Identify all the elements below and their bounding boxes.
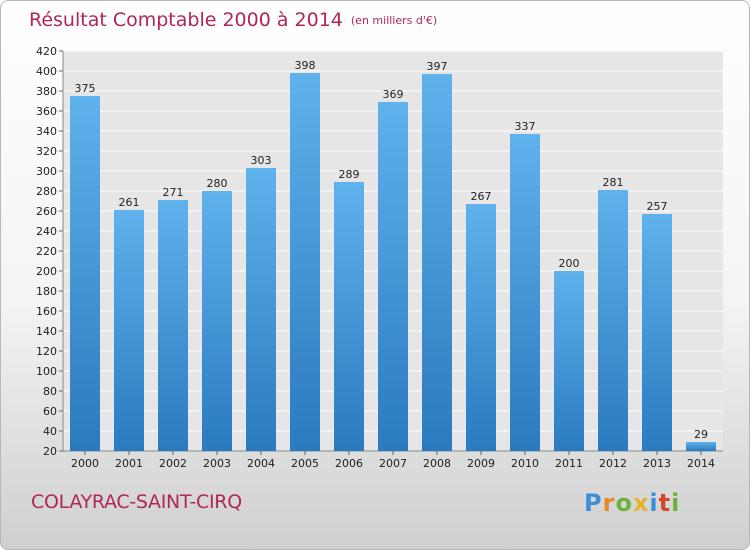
- y-tick-label: 200: [36, 265, 57, 278]
- y-tick-label: 100: [36, 365, 57, 378]
- data-label-2013: 257: [647, 200, 668, 213]
- proxiti-logo[interactable]: Proxiti: [584, 489, 680, 517]
- data-label-2008: 397: [427, 60, 448, 73]
- x-tick-label-2007: 2007: [379, 457, 407, 470]
- data-label-2000: 375: [75, 82, 96, 95]
- y-tick-label: 360: [36, 105, 57, 118]
- y-tick-label: 220: [36, 245, 57, 258]
- data-label-2001: 261: [119, 196, 140, 209]
- x-tick-label-2012: 2012: [599, 457, 627, 470]
- y-tick-label: 240: [36, 225, 57, 238]
- data-label-2002: 271: [163, 186, 184, 199]
- y-tick-label: 80: [43, 385, 57, 398]
- y-tick-label: 300: [36, 165, 57, 178]
- logo-letter: i: [671, 489, 681, 517]
- data-label-2007: 369: [383, 88, 404, 101]
- y-tick-label: 60: [43, 405, 57, 418]
- y-tick-label: 160: [36, 305, 57, 318]
- bar-2006[interactable]: [334, 182, 364, 451]
- logo-letter: o: [615, 489, 633, 517]
- x-tick-label-2011: 2011: [555, 457, 583, 470]
- bar-2011[interactable]: [554, 271, 584, 451]
- bar-2003[interactable]: [202, 191, 232, 451]
- y-tick-label: 40: [43, 425, 57, 438]
- data-label-2006: 289: [339, 168, 360, 181]
- title-unit: (en milliers d'€): [350, 14, 438, 27]
- bar-2000[interactable]: [70, 96, 100, 451]
- x-tick-label-2001: 2001: [115, 457, 143, 470]
- x-tick-label-2002: 2002: [159, 457, 187, 470]
- title-text: Résultat Comptable 2000 à 2014: [29, 9, 343, 31]
- x-tick-label-2009: 2009: [467, 457, 495, 470]
- x-tick-label-2000: 2000: [71, 457, 99, 470]
- x-tick-label-2010: 2010: [511, 457, 539, 470]
- bar-2008[interactable]: [422, 74, 452, 451]
- bar-2005[interactable]: [290, 73, 320, 451]
- y-tick-label: 400: [36, 65, 57, 78]
- x-tick-label-2014: 2014: [687, 457, 715, 470]
- x-tick-label-2005: 2005: [291, 457, 319, 470]
- data-label-2003: 280: [207, 177, 228, 190]
- bar-2009[interactable]: [466, 204, 496, 451]
- y-tick-label: 120: [36, 345, 57, 358]
- bar-2001[interactable]: [114, 210, 144, 451]
- y-tick-label: 420: [36, 45, 57, 58]
- x-tick-label-2004: 2004: [247, 457, 275, 470]
- y-tick-label: 320: [36, 145, 57, 158]
- bar-2007[interactable]: [378, 102, 408, 451]
- bar-2004[interactable]: [246, 168, 276, 451]
- y-tick-label: 260: [36, 205, 57, 218]
- x-tick-label-2006: 2006: [335, 457, 363, 470]
- y-tick-label: 280: [36, 185, 57, 198]
- bar-2002[interactable]: [158, 200, 188, 451]
- data-label-2005: 398: [295, 59, 316, 72]
- logo-letter: i: [649, 489, 659, 517]
- data-label-2009: 267: [471, 190, 492, 203]
- bar-2014[interactable]: [686, 442, 716, 451]
- data-label-2010: 337: [515, 120, 536, 133]
- x-tick-label-2003: 2003: [203, 457, 231, 470]
- y-tick-label: 20: [43, 445, 57, 458]
- chart-title: Résultat Comptable 2000 à 2014 (en millie…: [29, 7, 437, 34]
- logo-letter: x: [632, 489, 650, 517]
- x-tick-label-2013: 2013: [643, 457, 671, 470]
- x-tick-label-2008: 2008: [423, 457, 451, 470]
- y-tick-label: 340: [36, 125, 57, 138]
- data-label-2014: 29: [694, 428, 708, 441]
- logo-letter: r: [602, 489, 616, 517]
- bar-2012[interactable]: [598, 190, 628, 451]
- data-label-2012: 281: [603, 176, 624, 189]
- logo-letter: t: [658, 489, 672, 517]
- data-label-2004: 303: [251, 154, 272, 167]
- y-tick-label: 180: [36, 285, 57, 298]
- bar-2010[interactable]: [510, 134, 540, 451]
- y-tick-label: 380: [36, 85, 57, 98]
- bar-2013[interactable]: [642, 214, 672, 451]
- y-tick-label: 140: [36, 325, 57, 338]
- commune-name: COLAYRAC-SAINT-CIRQ: [31, 491, 242, 513]
- logo-letter: P: [584, 489, 603, 517]
- data-label-2011: 200: [559, 257, 580, 270]
